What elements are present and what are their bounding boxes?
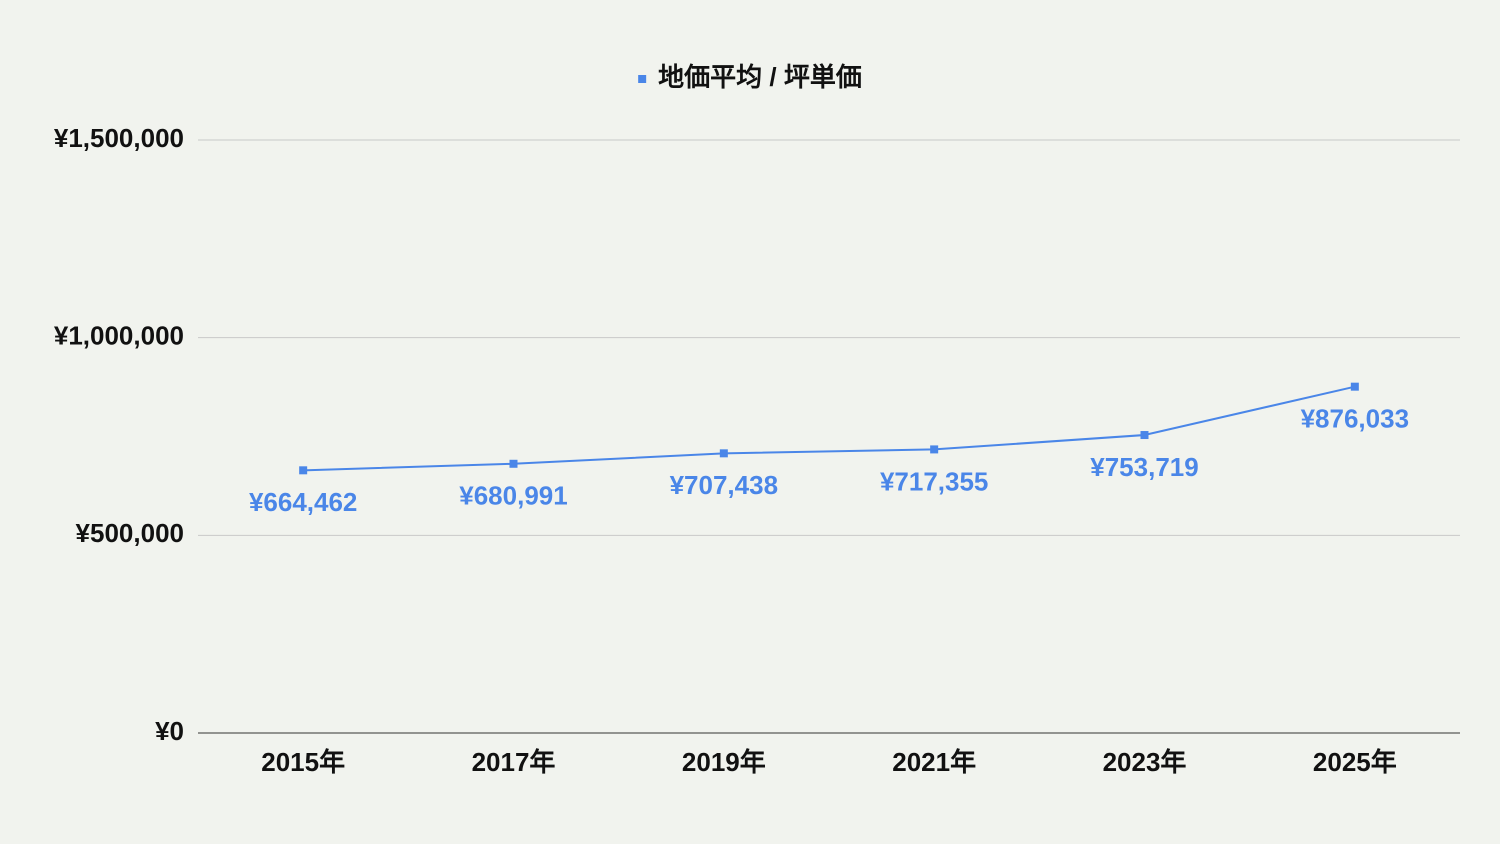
point	[509, 459, 518, 468]
x-tick-label: 2025年	[1313, 747, 1397, 777]
x-tick-label: 2019年	[682, 747, 766, 777]
y-tick-label: ¥0	[155, 716, 184, 746]
point	[299, 466, 308, 475]
y-tick-label: ¥500,000	[76, 518, 184, 548]
legend-marker	[638, 75, 647, 83]
y-tick-label: ¥1,000,000	[54, 321, 184, 351]
point	[930, 445, 939, 454]
point	[719, 449, 728, 458]
y-tick-label: ¥1,500,000	[54, 123, 184, 153]
x-tick-label: 2017年	[472, 747, 556, 777]
point	[1140, 431, 1149, 440]
data-label: ¥876,033	[1301, 404, 1409, 434]
data-label: ¥680,991	[459, 481, 567, 511]
point	[1350, 382, 1359, 391]
x-tick-label: 2021年	[892, 747, 976, 777]
data-label: ¥707,438	[670, 470, 778, 500]
data-label: ¥664,462	[249, 487, 357, 517]
legend-label: 地価平均 / 坪単価	[658, 62, 862, 92]
line	[303, 385, 1356, 472]
x-tick-label: 2023年	[1103, 747, 1187, 777]
x-tick-label: 2015年	[261, 747, 345, 777]
data-label: ¥753,719	[1090, 452, 1198, 482]
data-label: ¥717,355	[880, 466, 988, 496]
